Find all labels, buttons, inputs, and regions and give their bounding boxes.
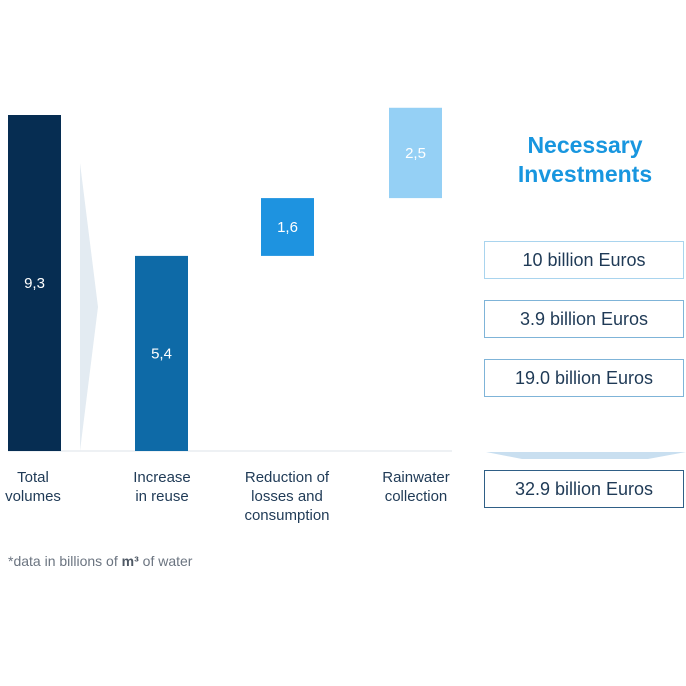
bar-reuse [135,255,188,451]
investment-total-value: 32.9 billion Euros [514,478,654,499]
bar-total-value-label: 9,3 [24,275,45,292]
investment-value: 3.9 billion Euros [519,308,649,329]
footnote-suffix: of water [138,553,193,569]
footnote-unit: m³ [121,553,139,569]
category-label-total: Total volumes [5,469,61,505]
investment-box-total: 32.9 billion Euros [484,470,684,508]
category-label-reduction: Reduction of losses and consumption [244,469,330,524]
bar-reduction-value-label: 1,6 [277,219,298,236]
investment-value: 19.0 billion Euros [514,367,654,388]
investment-box-reduction: 3.9 billion Euros [484,300,684,338]
bar-reduction [261,198,314,256]
investment-box-reuse: 10 billion Euros [484,241,684,279]
investment-box-rainwater: 19.0 billion Euros [484,359,684,397]
footnote-prefix: *data in billions of [8,553,122,569]
chevron-arrow-shape [80,163,98,451]
bar-rainwater-value-label: 2,5 [405,145,426,162]
bar-total [8,115,61,451]
footnote: *data in billions of m³ of water [8,553,192,569]
investments-title: Necessary Investments [517,132,653,187]
total-divider-shape [486,452,686,459]
bar-rainwater [389,107,442,199]
category-label-rainwater: Rainwater collection [382,469,450,505]
bar-reuse-value-label: 5,4 [151,345,172,362]
investment-value: 10 billion Euros [522,249,646,270]
category-label-reuse: Increase in reuse [133,469,191,505]
